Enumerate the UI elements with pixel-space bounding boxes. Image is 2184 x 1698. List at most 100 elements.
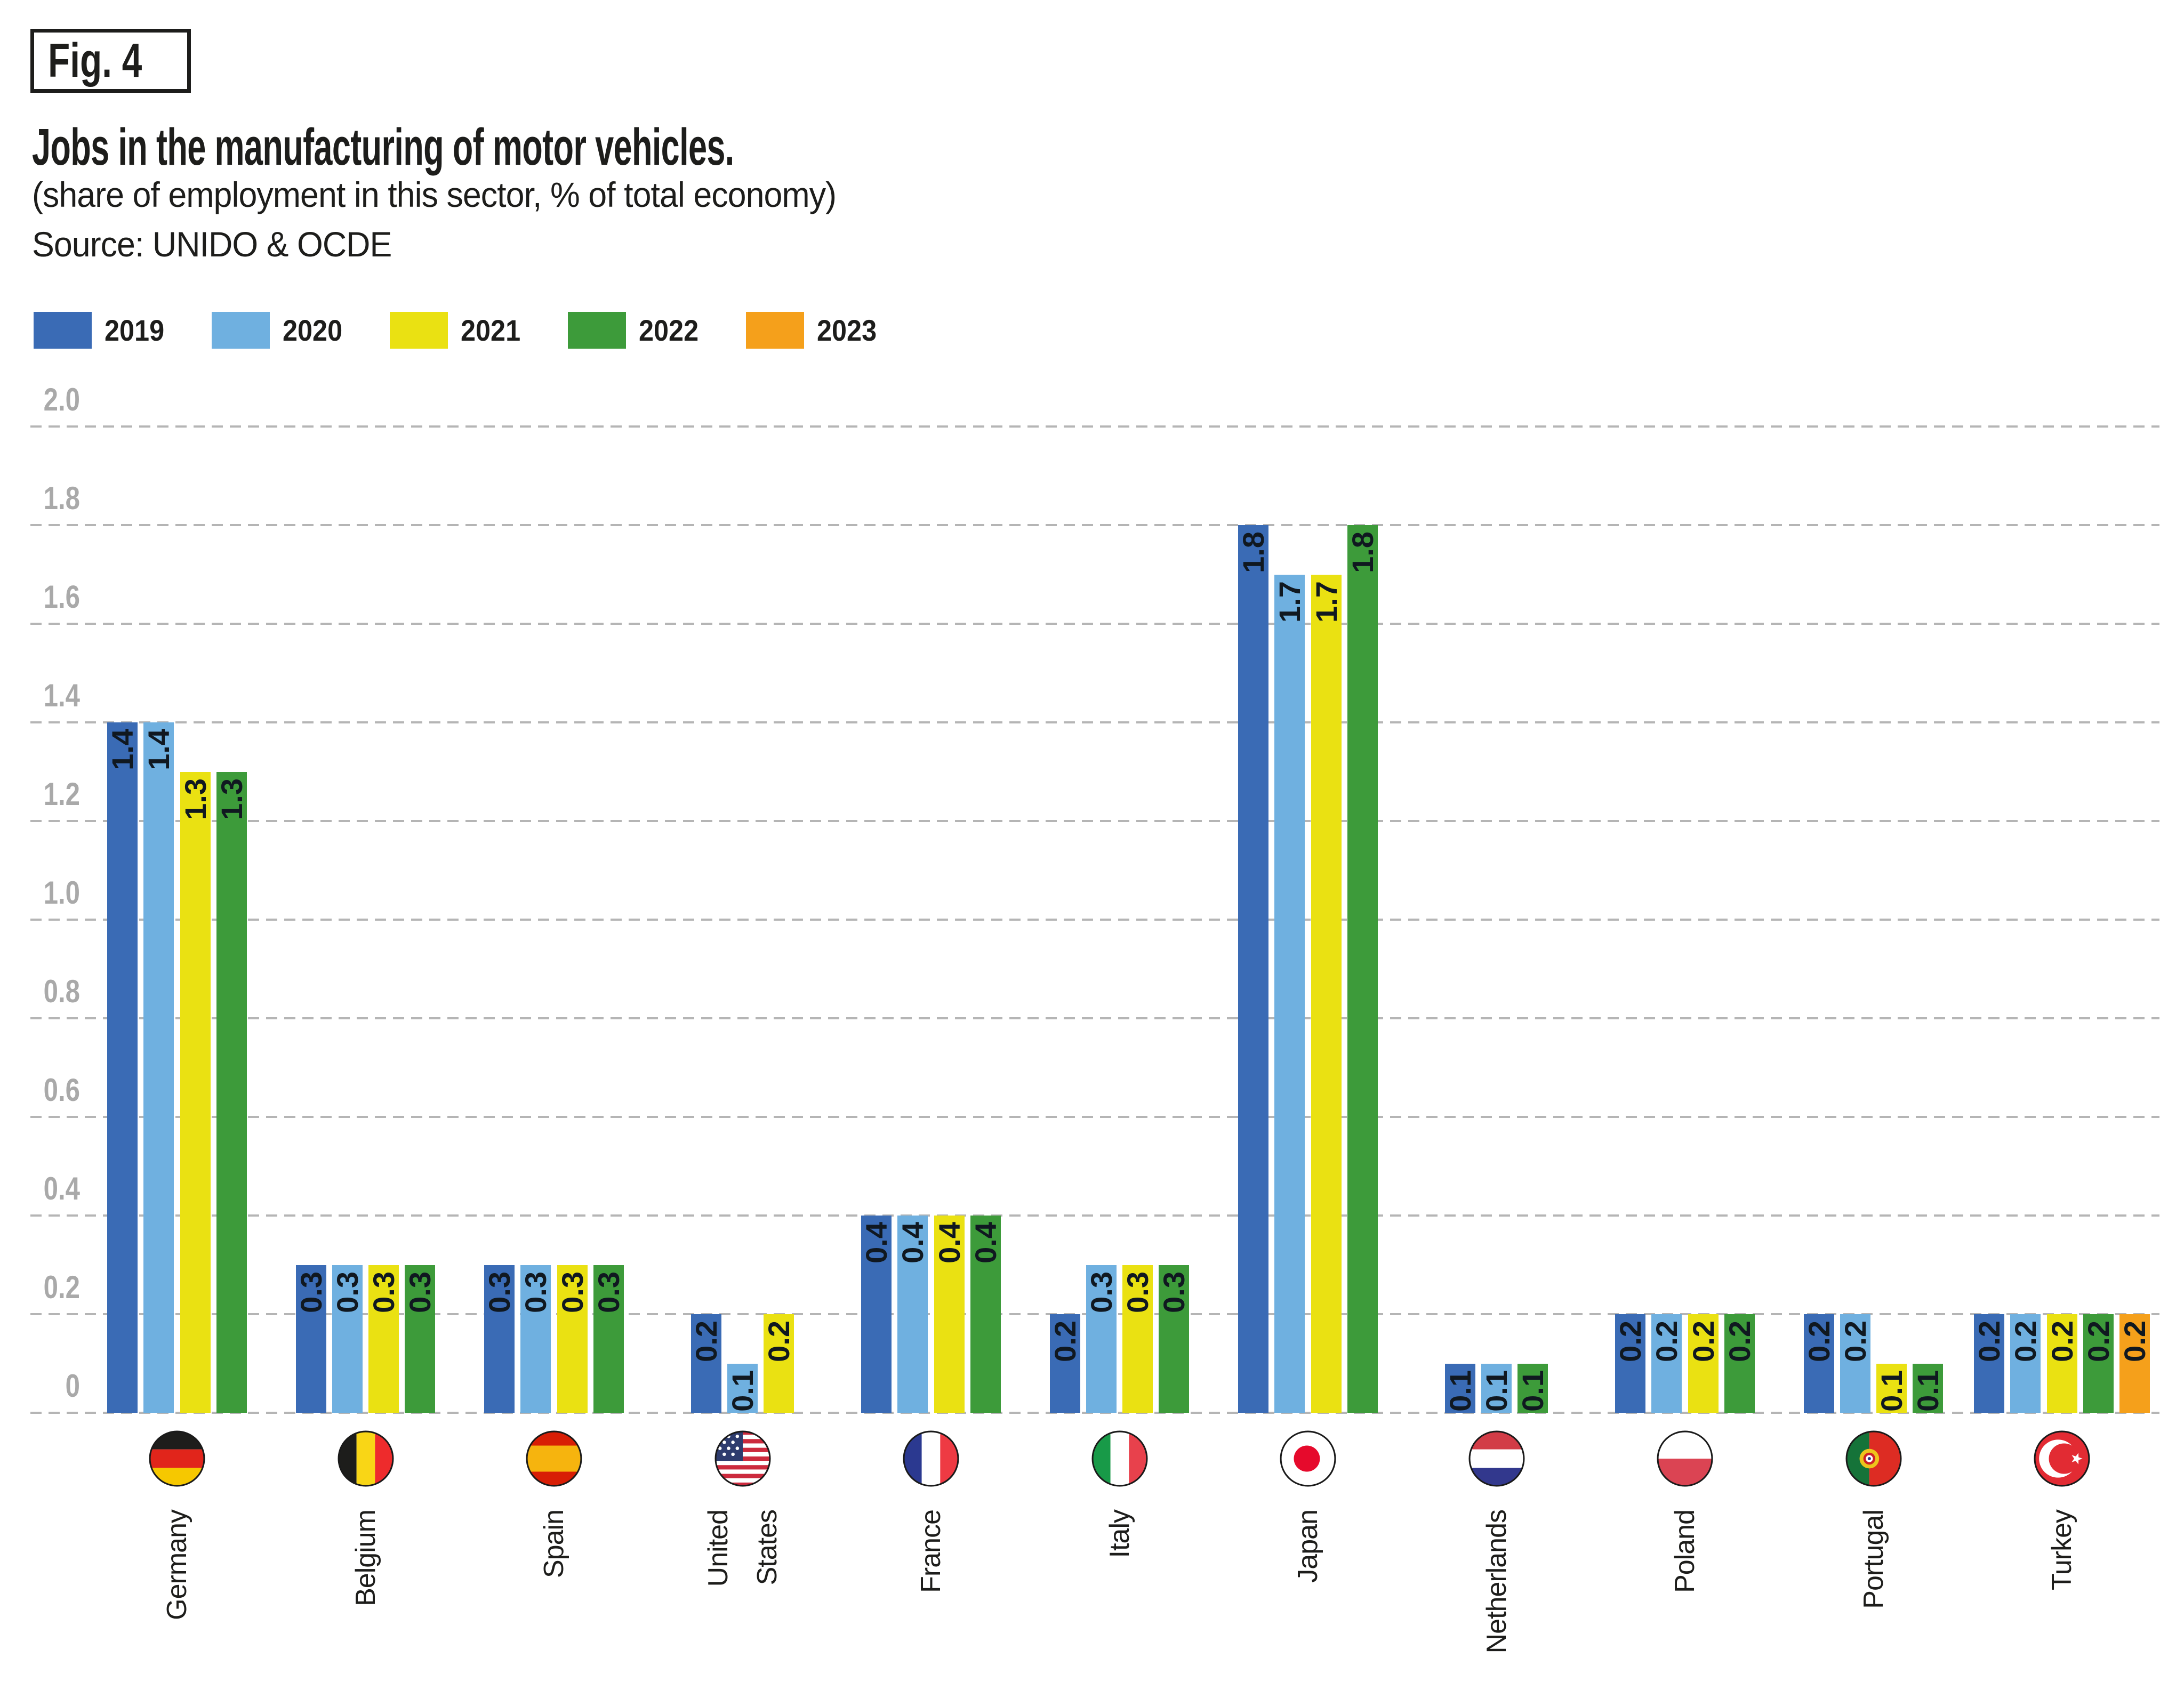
bar-belgium-2020 [332,1265,363,1413]
bar-belgium-2019 [295,1265,326,1413]
bar-netherlands-2020 [1481,1363,1512,1413]
y-tick-label: 1.4 [43,678,80,713]
bar-value-label: 0.3 [1157,1271,1191,1313]
bar-value-label: 0.4 [932,1222,966,1264]
bar-turkey-2022 [2083,1314,2114,1413]
bar-value-label: 0.3 [591,1271,625,1313]
country-label-italy: Italy [1104,1510,1135,1558]
bar-portugal-2021 [1876,1363,1907,1413]
bar-netherlands-2019 [1444,1363,1475,1413]
legend-label: 2021 [461,313,521,347]
bar-value-label: 0.3 [1121,1271,1155,1313]
bar-poland-2020 [1651,1314,1682,1413]
netherlands-flag-icon [1468,1430,1524,1487]
bar-france-2020 [897,1216,928,1413]
country-label-poland: Poland [1669,1510,1700,1593]
bar-united-states-2020 [727,1363,758,1413]
bar-belgium-2021 [368,1265,399,1413]
bar-portugal-2022 [1913,1363,1944,1413]
bar-value-label: 0.3 [555,1271,589,1313]
country-label-united-states: States [751,1510,783,1586]
turkey-flag-icon [2034,1430,2090,1487]
bar-value-label: 0.3 [403,1271,437,1313]
country-label-belgium: Belgium [350,1510,381,1606]
bar-value-label: 0.2 [1650,1321,1684,1362]
bar-italy-2022 [1159,1265,1190,1413]
y-tick-label: 0 [65,1368,80,1404]
bar-japan-2020 [1274,574,1305,1413]
bar-value-label: 1.4 [106,729,140,770]
gridline-0 [30,1412,2159,1414]
france-flag-icon [903,1430,959,1487]
bar-value-label: 0.2 [1838,1321,1872,1362]
bar-value-label: 0.1 [1875,1370,1909,1412]
country-label-germany: Germany [162,1510,192,1620]
bar-turkey-2019 [1973,1314,2004,1413]
bar-value-label: 0.2 [2118,1321,2152,1362]
bar-value-label: 0.2 [2009,1321,2043,1362]
bar-value-label: 0.4 [896,1222,930,1264]
legend-swatch-2020 [212,311,270,349]
bar-value-label: 0.4 [968,1222,1002,1264]
bar-value-label: 0.2 [689,1321,723,1362]
bar-turkey-2020 [2010,1314,2041,1413]
legend-item-2020: 2020 [212,311,349,349]
japan-flag-icon [1280,1430,1336,1487]
bar-value-label: 0.2 [1686,1321,1720,1362]
legend-item-2021: 2021 [390,311,527,349]
bar-value-label: 0.2 [2081,1321,2115,1362]
bar-value-label: 0.2 [1722,1321,1756,1362]
bar-france-2022 [970,1216,1001,1413]
bar-spain-2020 [520,1265,551,1413]
bar-value-label: 1.7 [1273,581,1307,623]
y-tick-label: 2.0 [43,382,80,417]
bar-value-label: 1.3 [178,778,212,820]
country-label-netherlands: Netherlands [1481,1510,1512,1654]
bar-value-label: 1.8 [1236,532,1271,573]
legend-label: 2020 [283,313,343,347]
spain-flag-icon [526,1430,582,1487]
bar-value-label: 0.1 [1480,1370,1513,1412]
bar-france-2021 [934,1216,965,1413]
figure-tag: Fig. 4 [48,34,142,87]
gridline-1.8 [30,524,2159,526]
united-states-flag-icon [714,1430,770,1487]
gridline-2.0 [30,425,2159,428]
bar-italy-2020 [1086,1265,1117,1413]
legend-swatch-2021 [390,311,448,349]
bar-poland-2019 [1615,1314,1646,1413]
bar-value-label: 0.3 [294,1271,328,1313]
y-tick-label: 0.6 [43,1072,80,1108]
germany-flag-icon [149,1430,205,1487]
bar-italy-2021 [1122,1265,1153,1413]
y-tick-label: 0.2 [43,1269,80,1305]
bar-value-label: 0.3 [330,1271,364,1313]
bar-value-label: 0.3 [1084,1271,1118,1313]
country-label-united-states: United [702,1510,734,1587]
bar-netherlands-2022 [1517,1363,1548,1413]
gridline-1.4 [30,721,2159,723]
bar-value-label: 0.2 [1613,1321,1648,1362]
bar-value-label: 1.8 [1345,532,1379,573]
y-tick-label: 1.2 [43,776,80,812]
y-tick-label: 0.8 [43,973,80,1009]
gridline-1.6 [30,623,2159,625]
bar-germany-2021 [180,771,211,1413]
bar-turkey-2021 [2046,1314,2077,1413]
bar-value-label: 0.1 [1911,1370,1945,1412]
gridline-0.8 [30,1017,2159,1019]
bar-value-label: 0.1 [1443,1370,1477,1412]
bar-value-label: 0.3 [519,1271,553,1313]
legend-item-2023: 2023 [746,311,884,349]
bar-value-label: 1.3 [214,778,248,820]
bar-value-label: 0.2 [1972,1321,2006,1362]
y-tick-label: 1.6 [43,579,80,615]
bar-belgium-2022 [405,1265,436,1413]
y-tick-label: 0.4 [43,1171,80,1206]
y-tick-label: 1.8 [43,480,80,516]
bar-poland-2021 [1688,1314,1719,1413]
bar-italy-2019 [1049,1314,1080,1413]
legend-label: 2019 [105,313,165,347]
bar-value-label: 1.7 [1309,581,1343,623]
